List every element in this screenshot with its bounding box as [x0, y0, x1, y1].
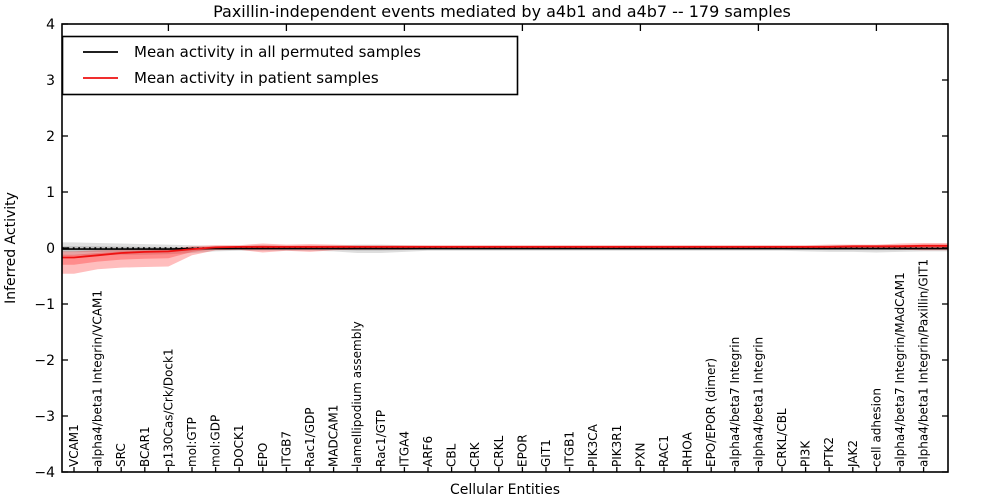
x-tick-label: CRKL/CBL	[775, 408, 789, 467]
y-axis-label: Inferred Activity	[3, 192, 19, 304]
patient-band-outer	[62, 243, 948, 274]
y-tick-label: 2	[46, 129, 55, 145]
x-tick-label: PIK3R1	[610, 425, 624, 467]
x-tick-label: PTK2	[822, 437, 836, 467]
x-tick-label: PI3K	[799, 440, 813, 467]
patient-mean-line	[62, 244, 948, 259]
x-tick-label: GIT1	[539, 439, 553, 467]
x-tick-label: CRK	[468, 441, 482, 467]
y-tick-label: −3	[34, 409, 55, 425]
x-tick-label: Rac1/GDP	[303, 408, 317, 467]
x-tick-label: alpha4/beta1 Integrin/VCAM1	[91, 290, 105, 467]
x-tick-label: EPO	[256, 443, 270, 467]
x-tick-label: mol:GDP	[209, 415, 223, 467]
x-tick-label: MADCAM1	[327, 405, 341, 467]
x-tick-label: alpha4/beta7 Integrin	[728, 337, 742, 467]
x-tick-label: VCAM1	[67, 424, 81, 467]
x-tick-label: ITGB7	[279, 431, 293, 467]
y-tick-label: 1	[46, 185, 55, 201]
x-tick-label: p130Cas/Crk/Dock1	[161, 348, 175, 467]
x-tick-label: ARF6	[421, 436, 435, 467]
x-tick-label: alpha4/beta7 Integrin/MAdCAM1	[893, 272, 907, 467]
x-tick-label: CRKL	[492, 435, 506, 467]
x-tick-label: RAC1	[657, 435, 671, 467]
x-tick-label: EPOR	[515, 434, 529, 467]
x-tick-label: RHOA	[681, 431, 695, 467]
x-tick-label: cell adhesion	[869, 388, 883, 467]
x-tick-label: ITGA4	[397, 431, 411, 467]
x-tick-label: CBL	[445, 443, 459, 467]
x-tick-label: BCAR1	[138, 426, 152, 467]
x-tick-label: JAK2	[846, 440, 860, 468]
chart-title: Paxillin-independent events mediated by …	[213, 2, 791, 21]
plot-area: −4 −3 −2 −1 0 1 2 3 4 VCAM1 alpha4/beta1 Integrin/…	[34, 17, 949, 481]
x-tick-label: lamellipodium assembly	[350, 321, 364, 467]
x-tick-label: alpha4/beta1 Integrin/Paxillin/GIT1	[917, 259, 931, 467]
legend: Mean activity in all permuted samples Me…	[61, 35, 519, 96]
y-tick-label: −4	[34, 465, 55, 481]
legend-label-permuted-samples: Mean activity in all permuted samples	[134, 43, 421, 61]
x-tick-label: Rac1/GTP	[374, 410, 388, 467]
x-tick-label: PXN	[633, 443, 647, 467]
legend-label-patient-samples: Mean activity in patient samples	[134, 69, 379, 87]
x-tick-label: mol:GTP	[185, 417, 199, 467]
legend-box	[61, 35, 519, 96]
y-tick-label: −2	[34, 353, 55, 369]
x-tick-label: PIK3CA	[586, 423, 600, 467]
y-tick-label: 0	[46, 241, 55, 257]
x-tick-label: alpha4/beta1 Integrin	[751, 337, 765, 467]
y-tick-label: 3	[46, 73, 55, 89]
y-tick-label: 4	[46, 17, 55, 33]
x-tick-label: SRC	[114, 443, 128, 467]
x-axis-label: Cellular Entities	[450, 482, 560, 498]
x-tick-label: DOCK1	[232, 424, 246, 467]
x-tick-label: EPO/EPOR (dimer)	[704, 358, 718, 467]
x-tick-label: ITGB1	[563, 431, 577, 467]
y-tick-label: −1	[34, 297, 55, 313]
